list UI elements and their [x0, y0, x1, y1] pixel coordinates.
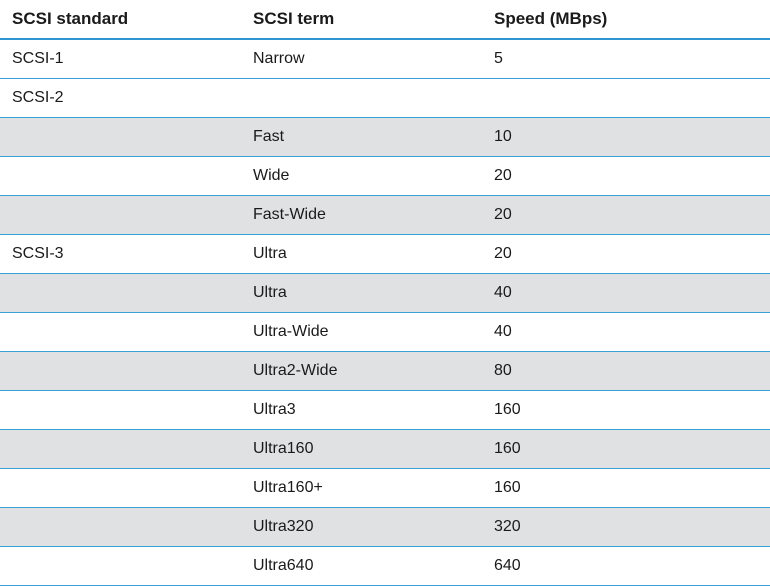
cell-scsi-term: Ultra160: [253, 440, 314, 457]
cell-scsi-term: Narrow: [253, 50, 305, 67]
cell-scsi-term: Fast: [253, 128, 285, 145]
cell-speed: 20: [494, 167, 512, 184]
cell-speed: 20: [494, 206, 512, 223]
header-scsi-standard: SCSI standard: [12, 9, 129, 28]
table-row: Ultra2-Wide 80: [0, 352, 770, 391]
table-body: SCSI-1 Narrow 5 SCSI-2 Fast 10 Wide 20 Fast-Wide…: [0, 40, 770, 586]
cell-speed: 40: [494, 284, 512, 301]
table-row: SCSI-3 Ultra 20: [0, 235, 770, 274]
table-row: Ultra160+ 160: [0, 469, 770, 508]
cell-scsi-term: Ultra-Wide: [253, 323, 329, 340]
cell-scsi-term: Wide: [253, 167, 290, 184]
cell-scsi-standard: SCSI-3: [12, 245, 64, 262]
cell-speed: 10: [494, 128, 512, 145]
cell-speed: 320: [494, 518, 521, 535]
cell-speed: 160: [494, 401, 521, 418]
cell-scsi-term: Fast-Wide: [253, 206, 326, 223]
cell-scsi-standard: SCSI-2: [12, 89, 64, 106]
cell-speed: 160: [494, 479, 521, 496]
table-row: Ultra3 160: [0, 391, 770, 430]
cell-speed: 40: [494, 323, 512, 340]
cell-scsi-term: Ultra2-Wide: [253, 362, 338, 379]
cell-speed: 640: [494, 557, 521, 574]
cell-speed: 20: [494, 245, 512, 262]
table-row: Fast 10: [0, 118, 770, 157]
table-row: Ultra640 640: [0, 547, 770, 586]
table-row: Wide 20: [0, 157, 770, 196]
table-row: SCSI-1 Narrow 5: [0, 40, 770, 79]
table-row: Ultra-Wide 40: [0, 313, 770, 352]
table-header-row: SCSI standard SCSI term Speed (MBps): [0, 0, 770, 40]
header-speed: Speed (MBps): [494, 9, 608, 28]
table-row: Ultra320 320: [0, 508, 770, 547]
table-row: Ultra 40: [0, 274, 770, 313]
cell-scsi-term: Ultra3: [253, 401, 296, 418]
cell-scsi-term: Ultra: [253, 245, 287, 262]
cell-speed: 80: [494, 362, 512, 379]
cell-speed: 160: [494, 440, 521, 457]
cell-scsi-term: Ultra: [253, 284, 287, 301]
cell-scsi-term: Ultra320: [253, 518, 314, 535]
table-row: SCSI-2: [0, 79, 770, 118]
cell-scsi-standard: SCSI-1: [12, 50, 64, 67]
cell-scsi-term: Ultra160+: [253, 479, 323, 496]
table-row: Fast-Wide 20: [0, 196, 770, 235]
cell-speed: 5: [494, 50, 503, 67]
header-scsi-term: SCSI term: [253, 9, 335, 28]
table-row: Ultra160 160: [0, 430, 770, 469]
cell-scsi-term: Ultra640: [253, 557, 314, 574]
